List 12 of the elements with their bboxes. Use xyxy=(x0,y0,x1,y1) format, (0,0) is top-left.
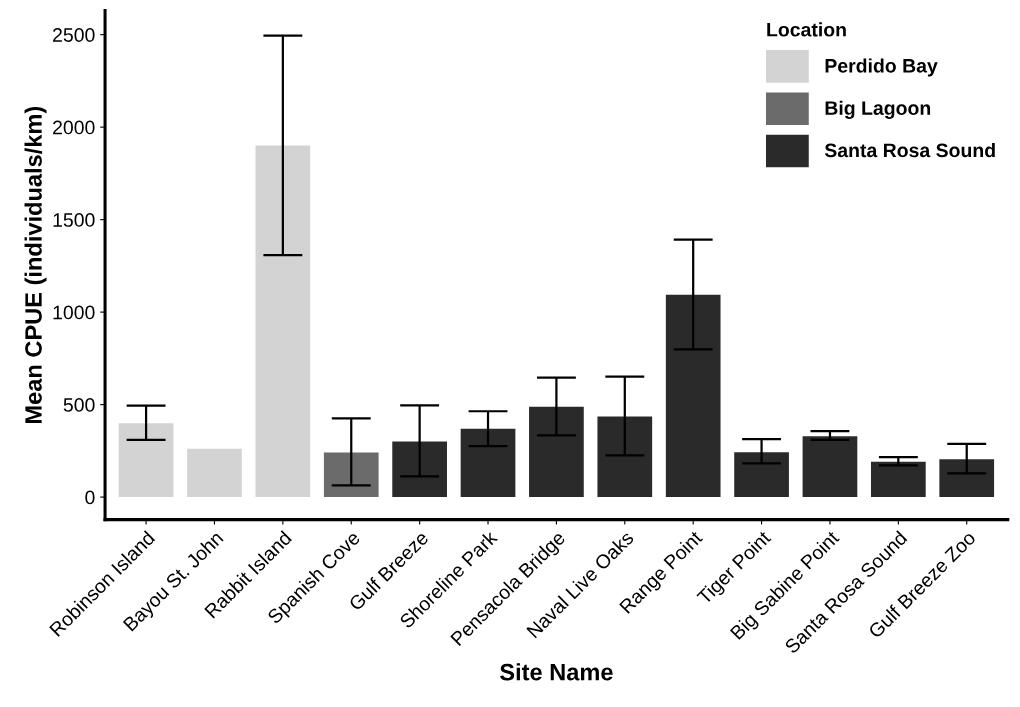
y-tick-label: 2500 xyxy=(53,28,95,42)
x-axis-title: Site Name xyxy=(500,663,613,681)
y-tick-label: 500 xyxy=(63,398,95,412)
y-tick-label: 0 xyxy=(85,490,95,505)
legend-label: Big Lagoon xyxy=(825,100,931,119)
y-tick-label: 1500 xyxy=(53,213,95,227)
legend-label: Perdido Bay xyxy=(825,58,938,77)
y-axis-title: Mean CPUE (individuals/km) xyxy=(24,106,47,423)
y-tick-label: 2000 xyxy=(53,120,95,135)
y-tick-label: 1000 xyxy=(53,305,95,320)
legend-label: Santa Rosa Sound xyxy=(824,142,995,158)
legend-title: Location xyxy=(767,22,846,37)
